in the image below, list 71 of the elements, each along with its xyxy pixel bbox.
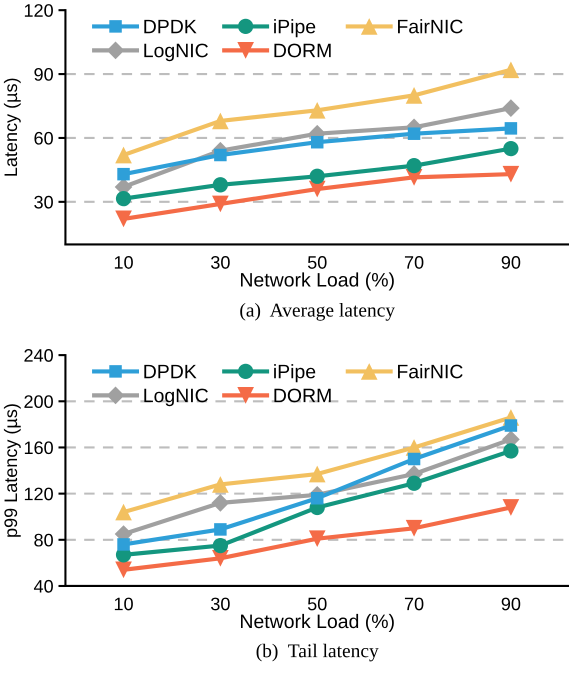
- point: [212, 177, 228, 192]
- y-tick-label: 200: [24, 395, 53, 408]
- text: (a) Average latency: [240, 303, 395, 321]
- x-axis-title: Network Load (%): [241, 614, 394, 632]
- point: [117, 538, 130, 551]
- x-tick-label: 70: [404, 256, 424, 269]
- x-tick-label: 90: [502, 598, 520, 610]
- y-tick-label: 240: [24, 349, 53, 362]
- legend-label: DORM: [274, 388, 331, 402]
- point: [502, 166, 520, 182]
- legend-label: FairNIC: [398, 364, 463, 378]
- point: [408, 452, 420, 466]
- point: [116, 191, 132, 206]
- point: [310, 168, 325, 184]
- point: [117, 168, 130, 180]
- point: [308, 466, 326, 482]
- y-tick-label: 30: [34, 196, 53, 209]
- point: [406, 158, 422, 174]
- point: [214, 148, 227, 162]
- point: [212, 196, 229, 212]
- x-tick-label: 30: [211, 256, 230, 269]
- point: [503, 140, 519, 156]
- point: [502, 61, 520, 78]
- point: [212, 112, 229, 130]
- point: [115, 561, 132, 578]
- point: [408, 127, 420, 140]
- point: [212, 538, 228, 554]
- point: [310, 492, 324, 504]
- y-tick-label: 160: [24, 441, 53, 454]
- legend-label: iPipe: [274, 19, 316, 38]
- point: [308, 102, 326, 119]
- point: [115, 210, 132, 228]
- y-tick-label: 60: [34, 132, 53, 145]
- point: [504, 419, 518, 432]
- y-tick-label: 120: [24, 4, 53, 17]
- x-tick-label: 10: [114, 598, 133, 610]
- legend-label: DORM: [274, 44, 331, 58]
- legend-label: iPipe: [274, 364, 316, 382]
- y-tick-label: 80: [34, 534, 53, 547]
- x-tick-label: 30: [211, 598, 230, 610]
- y-axis-title: Latency (µs): [4, 78, 21, 176]
- legend-label: LogNIC: [144, 388, 208, 406]
- legend-label: FairNIC: [398, 19, 463, 34]
- point: [115, 504, 132, 520]
- x-tick-label: 70: [404, 598, 424, 610]
- point: [502, 499, 520, 516]
- x-tick-label: 90: [502, 256, 520, 269]
- point: [503, 443, 519, 459]
- y-tick-label: 90: [34, 68, 53, 81]
- point: [406, 476, 422, 491]
- legend-label: DPDK: [144, 364, 197, 378]
- y-tick-label: 120: [24, 488, 53, 500]
- y-tick-label: 40: [34, 580, 53, 593]
- legend-label: DPDK: [144, 20, 197, 34]
- x-axis-title: Network Load (%): [241, 272, 394, 290]
- x-tick-label: 50: [308, 256, 327, 269]
- point: [310, 136, 324, 148]
- point: [406, 87, 422, 104]
- point: [504, 122, 518, 135]
- point: [212, 476, 229, 493]
- legend-label: LogNIC: [144, 44, 208, 62]
- point: [308, 530, 326, 547]
- point: [115, 146, 132, 164]
- point: [212, 494, 230, 512]
- x-tick-label: 50: [308, 598, 327, 610]
- y-axis-title: p99 Latency (µs): [4, 404, 21, 537]
- text: (b) Tail latency: [256, 644, 379, 662]
- point: [214, 523, 227, 536]
- point: [406, 520, 422, 537]
- point: [502, 99, 520, 117]
- x-tick-label: 10: [114, 256, 133, 269]
